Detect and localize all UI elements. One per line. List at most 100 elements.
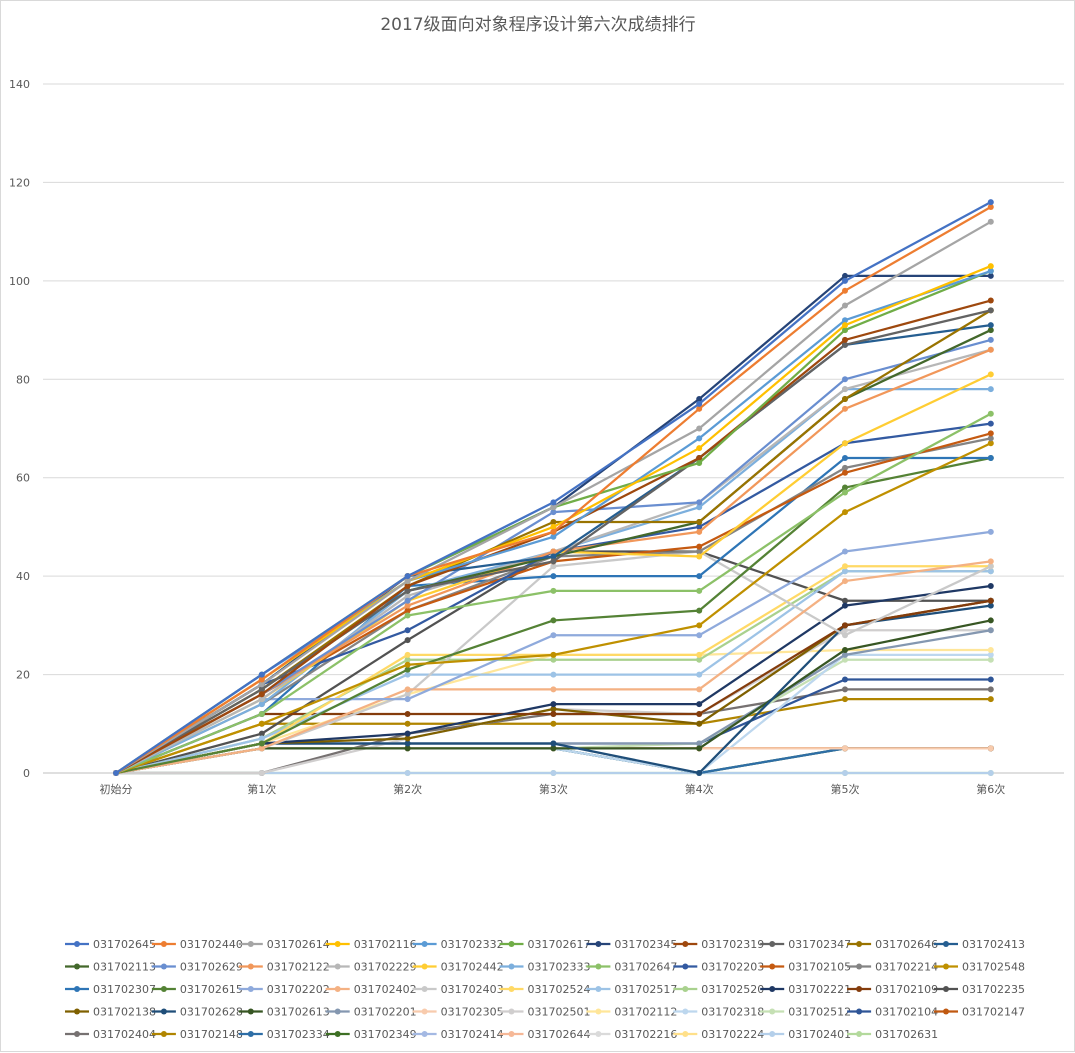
legend-marker xyxy=(595,941,602,947)
data-point xyxy=(987,558,994,565)
legend-marker xyxy=(856,963,863,970)
data-point xyxy=(842,563,848,570)
legend-item: 031702104 xyxy=(847,1006,938,1019)
data-point xyxy=(987,696,994,703)
legend-marker xyxy=(856,1031,863,1037)
data-point xyxy=(550,558,557,565)
data-point xyxy=(987,371,994,378)
legend-marker xyxy=(682,1008,689,1015)
legend-item: 031702214 xyxy=(847,961,938,974)
x-tick-label: 初始分 xyxy=(100,782,133,796)
legend-marker xyxy=(247,941,254,947)
data-point xyxy=(842,277,848,284)
legend-item: 031702203 xyxy=(673,961,764,974)
data-point xyxy=(258,735,265,742)
data-point xyxy=(842,376,848,383)
data-point xyxy=(404,671,411,678)
data-point xyxy=(404,710,411,717)
legend-item: 031702113 xyxy=(65,961,156,974)
legend-marker xyxy=(247,963,254,970)
legend-item: 031702347 xyxy=(760,938,851,951)
gridlines xyxy=(43,83,1064,774)
data-point xyxy=(258,691,265,698)
legend-label: 031702347 xyxy=(788,938,851,951)
data-point xyxy=(258,676,265,683)
legend-label: 031702413 xyxy=(962,938,1025,951)
legend-marker xyxy=(508,963,515,970)
legend-label: 031702332 xyxy=(441,938,504,951)
data-point xyxy=(550,563,557,570)
data-point xyxy=(987,646,994,653)
data-point xyxy=(696,720,703,727)
data-point xyxy=(258,740,265,747)
legend-item: 031702646 xyxy=(847,938,938,951)
data-point xyxy=(550,656,557,663)
data-point xyxy=(550,617,557,624)
data-point xyxy=(987,307,994,314)
legend-item: 031702440 xyxy=(151,938,243,951)
data-point xyxy=(404,637,411,644)
legend-label: 031702617 xyxy=(528,938,591,951)
legend-label: 031702548 xyxy=(962,961,1025,974)
data-point xyxy=(258,671,265,678)
x-tick-label: 第1次 xyxy=(247,782,276,796)
legend-item: 031702644 xyxy=(499,1028,591,1041)
legend-item: 031702548 xyxy=(934,961,1025,974)
data-point xyxy=(404,661,411,668)
legend-marker xyxy=(682,941,689,947)
data-point xyxy=(404,691,411,698)
series-line xyxy=(115,747,991,775)
legend-label: 031702512 xyxy=(788,1006,851,1019)
data-point xyxy=(550,548,557,555)
data-point xyxy=(842,656,848,663)
legend-marker xyxy=(682,1031,689,1037)
data-point xyxy=(987,420,994,427)
data-point xyxy=(987,435,994,442)
legend-marker xyxy=(421,941,428,947)
data-point xyxy=(550,710,557,717)
legend-label: 031702138 xyxy=(93,1006,156,1019)
data-point xyxy=(404,730,411,737)
legend-item: 031702613 xyxy=(238,1006,330,1019)
data-point xyxy=(404,578,411,585)
y-tick-label: 60 xyxy=(16,472,30,485)
legend-marker xyxy=(595,1008,602,1015)
data-point xyxy=(404,607,411,614)
data-point xyxy=(842,455,848,462)
legend-item: 031702520 xyxy=(673,983,764,996)
legend-item: 031702524 xyxy=(499,983,591,996)
legend-item: 031702235 xyxy=(934,983,1025,996)
y-tick-label: 40 xyxy=(16,570,30,583)
data-point xyxy=(842,602,848,609)
legend-marker xyxy=(74,941,80,947)
legend-label: 031702148 xyxy=(180,1028,243,1041)
legend-marker xyxy=(334,1031,341,1037)
data-point xyxy=(987,651,994,658)
data-point xyxy=(842,651,848,658)
legend-marker xyxy=(769,1031,776,1037)
legend-marker xyxy=(856,941,863,947)
data-point xyxy=(842,696,848,703)
data-point xyxy=(987,563,994,570)
series-line xyxy=(115,747,991,775)
data-point xyxy=(987,617,994,624)
data-point xyxy=(696,656,703,663)
data-point xyxy=(696,548,703,555)
data-point xyxy=(258,686,265,693)
data-point xyxy=(842,622,848,629)
data-point xyxy=(987,268,994,275)
legend-label: 031702122 xyxy=(267,961,330,974)
data-point xyxy=(987,199,994,206)
data-point xyxy=(987,272,994,279)
legend-item: 031702319 xyxy=(673,938,764,951)
series-031702645 xyxy=(113,199,994,776)
data-point xyxy=(696,400,703,407)
legend-item: 031702305 xyxy=(412,1006,504,1019)
data-point xyxy=(987,627,994,634)
data-point xyxy=(696,740,703,747)
data-point xyxy=(404,651,411,658)
x-axis-ticks: 初始分 第1次 第2次 第3次 第4次 第5次 第6次 xyxy=(100,782,1006,796)
data-point xyxy=(696,425,703,432)
x-tick-label: 第2次 xyxy=(393,782,422,796)
data-point xyxy=(696,543,703,550)
